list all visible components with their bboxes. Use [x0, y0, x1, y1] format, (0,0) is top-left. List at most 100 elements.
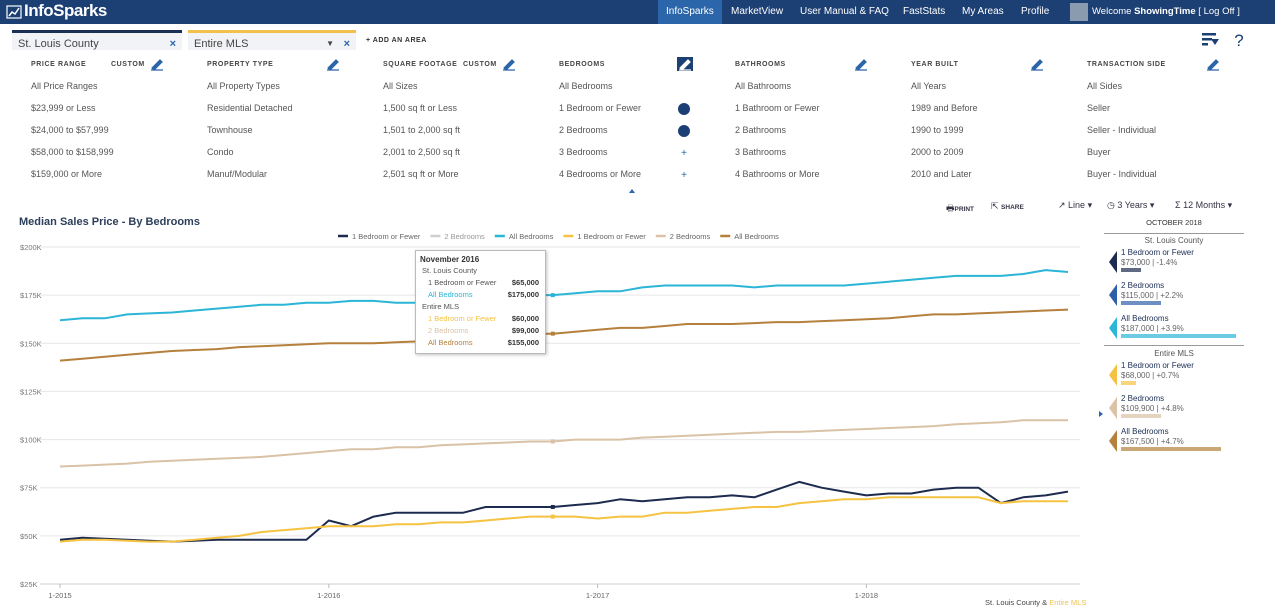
filter-option[interactable]: 2 Bedrooms — [559, 125, 608, 135]
filter-option[interactable]: All Price Ranges — [31, 81, 98, 91]
filter-option[interactable]: 1 Bathroom or Fewer — [735, 103, 820, 113]
filter-edit[interactable] — [501, 57, 517, 71]
hover-point — [550, 293, 555, 298]
filter-option[interactable]: All Sides — [1087, 81, 1123, 91]
legend-label[interactable]: All Bedrooms — [734, 232, 779, 241]
chart-type-select[interactable]: ↗ Line ▾ — [1058, 200, 1093, 210]
filter-custom[interactable]: CUSTOM — [111, 61, 145, 68]
filter-edit[interactable] — [149, 57, 165, 71]
print-button[interactable]: 🖶PRINT — [946, 203, 974, 213]
filter-option[interactable]: 3 Bathrooms — [735, 147, 787, 157]
filter-option[interactable]: All Bathrooms — [735, 81, 792, 91]
legend-label[interactable]: 1 Bedroom or Fewer — [577, 232, 646, 241]
series-toggle[interactable] — [677, 124, 691, 138]
filter-option[interactable]: 2 Bathrooms — [735, 125, 787, 135]
logo[interactable]: InfoSparks — [24, 1, 107, 20]
series-toggle[interactable]: + — [677, 146, 691, 160]
series-toggle[interactable]: + — [677, 168, 691, 182]
sidebar-value: $68,000 | +0.7% — [1121, 371, 1180, 380]
remove-area[interactable]: × — [169, 38, 176, 50]
legend-label[interactable]: 2 Bedrooms — [670, 232, 711, 241]
filter-option[interactable]: 4 Bathrooms or More — [735, 169, 820, 179]
nav-link[interactable]: FastStats — [903, 6, 946, 17]
filter-option[interactable]: 1 Bedroom or Fewer — [559, 103, 642, 113]
filter-option[interactable]: 1989 and Before — [911, 103, 978, 113]
sidebar-toggle[interactable] — [1098, 410, 1104, 418]
filter-edit[interactable] — [677, 57, 693, 71]
filter-option[interactable]: $159,000 or More — [31, 169, 103, 179]
range-select[interactable]: ◷ 3 Years ▾ — [1107, 200, 1155, 210]
sidebar-value: $73,000 | -1.4% — [1121, 258, 1178, 267]
filter-option[interactable]: All Years — [911, 81, 947, 91]
sidebar-name: All Bedrooms — [1121, 314, 1169, 323]
filter-option[interactable]: All Sizes — [383, 81, 418, 91]
filter-title: BATHROOMS — [735, 61, 786, 68]
filter-option[interactable]: 1,501 to 2,000 sq ft — [383, 125, 461, 135]
filter-option[interactable]: Residential Detached — [207, 103, 293, 113]
nav-link[interactable]: My Areas — [962, 6, 1004, 17]
filter-option[interactable]: Townhouse — [207, 125, 253, 135]
add-area[interactable]: + ADD AN AREA — [366, 37, 427, 44]
filter-option[interactable]: Seller - Individual — [1087, 125, 1157, 135]
filter-option[interactable]: 2000 to 2009 — [911, 147, 964, 157]
share-button[interactable]: ⇱ SHARE — [991, 201, 1024, 211]
filter-edit[interactable] — [1205, 57, 1221, 71]
filter-option[interactable]: Manuf/Modular — [207, 169, 268, 179]
filter-option[interactable]: 2,501 sq ft or More — [383, 169, 459, 179]
area-selector[interactable]: Entire MLS ▼ × — [188, 30, 356, 50]
sidebar-value: $187,000 | +3.9% — [1121, 324, 1184, 333]
filter-option[interactable]: 2,001 to 2,500 sq ft — [383, 147, 461, 157]
filter-icon[interactable] — [1202, 33, 1219, 46]
rolling-select[interactable]: Σ 12 Months ▾ — [1175, 200, 1233, 210]
collapse-arrow[interactable] — [628, 188, 636, 194]
filter-option[interactable]: All Bedrooms — [559, 81, 613, 91]
area-selector[interactable]: St. Louis County × — [12, 30, 182, 50]
filter-edit[interactable] — [325, 57, 341, 71]
legend-label[interactable]: All Bedrooms — [509, 232, 554, 241]
filter-option[interactable]: $24,000 to $57,999 — [31, 125, 109, 135]
chart: $25K $50K $75K $100K $125K $150K $175K $200K 1-2… — [20, 232, 1080, 600]
sidebar-bar — [1121, 268, 1141, 272]
filter-option[interactable]: $23,999 or Less — [31, 103, 96, 113]
nav-link[interactable]: InfoSparks — [658, 0, 722, 24]
filter-option[interactable]: Buyer — [1087, 147, 1111, 157]
sidebar-marker — [1109, 397, 1117, 419]
filter-option[interactable]: 3 Bedrooms — [559, 147, 608, 157]
filter-option[interactable]: All Property Types — [207, 81, 280, 91]
filter-custom[interactable]: CUSTOM — [463, 61, 497, 68]
tooltip-value: $60,000 — [511, 314, 539, 323]
legend-label[interactable]: 1 Bedroom or Fewer — [352, 232, 421, 241]
filter-title: PROPERTY TYPE — [207, 61, 274, 68]
dropdown-arrow: ▼ — [326, 39, 334, 48]
filter-option[interactable]: 2010 and Later — [911, 169, 972, 179]
sidebar-marker — [1109, 364, 1117, 386]
edit-icon — [327, 59, 339, 71]
filter-option[interactable]: $58,000 to $158,999 — [31, 147, 114, 157]
legend-label[interactable]: 2 Bedrooms — [444, 232, 485, 241]
filter-edit[interactable] — [1029, 57, 1045, 71]
toggle-add: + — [681, 170, 687, 181]
filter-option[interactable]: 1990 to 1999 — [911, 125, 964, 135]
filter-edit[interactable] — [853, 57, 869, 71]
filter-option[interactable]: 1,500 sq ft or Less — [383, 103, 458, 113]
series-toggle[interactable] — [677, 102, 691, 116]
nav-link[interactable]: MarketView — [731, 6, 784, 17]
help-icon[interactable]: ? — [1234, 31, 1243, 50]
filter-option[interactable]: 4 Bedrooms or More — [559, 169, 642, 179]
sidebar-value: $167,500 | +4.7% — [1121, 437, 1184, 446]
filter-option[interactable]: Condo — [207, 147, 234, 157]
log-off[interactable]: [ Log Off ] — [1198, 6, 1240, 17]
share-label: SHARE — [1001, 204, 1024, 211]
avatar — [1070, 3, 1088, 21]
welcome: Welcome ShowingTime [ Log Off ] — [1092, 0, 1240, 24]
area-name: St. Louis County — [18, 38, 99, 50]
footer-area: St. Louis County & — [985, 598, 1048, 607]
chart-type: Line — [1068, 200, 1086, 210]
nav-link[interactable]: Profile — [1021, 6, 1050, 17]
remove-area[interactable]: × — [343, 38, 350, 50]
edit-icon — [151, 59, 163, 71]
filter-option[interactable]: Buyer - Individual — [1087, 169, 1157, 179]
nav-link[interactable]: User Manual & FAQ — [800, 6, 889, 17]
filter-option[interactable]: Seller — [1087, 103, 1111, 113]
